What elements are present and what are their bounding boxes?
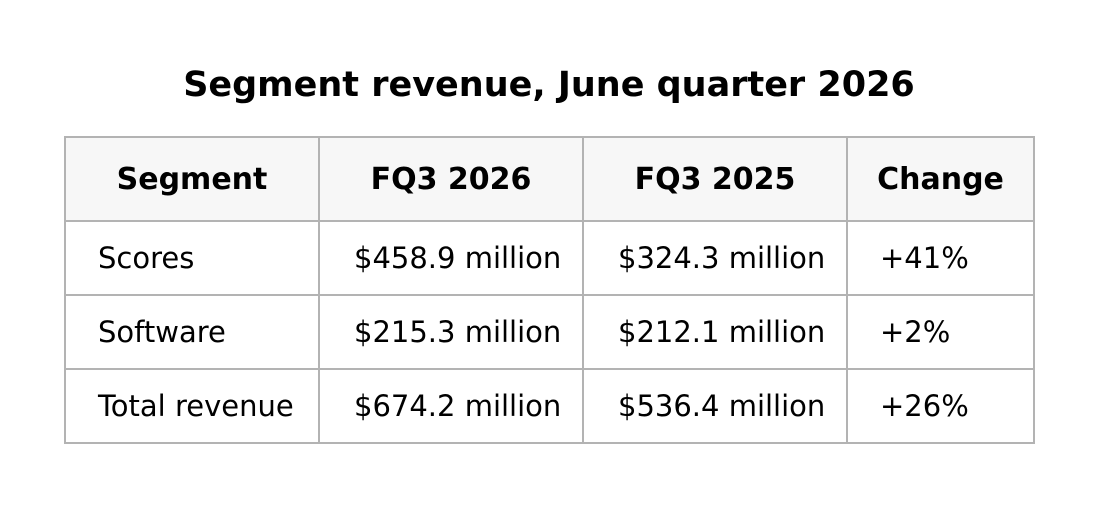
page-title: Segment revenue, June quarter 2026 xyxy=(183,65,915,105)
change-cell: +41% xyxy=(846,220,1035,296)
table-header-row: Segment FQ3 2026 FQ3 2025 Change xyxy=(64,136,1035,222)
segment-revenue-table: Segment FQ3 2026 FQ3 2025 Change Scores … xyxy=(64,136,1035,444)
change-cell: +2% xyxy=(846,294,1035,370)
column-header-fq3-2025: FQ3 2025 xyxy=(582,136,848,222)
fq3-2025-cell: $536.4 million xyxy=(582,368,848,444)
segment-cell: Scores xyxy=(64,220,320,296)
fq3-2025-cell: $324.3 million xyxy=(582,220,848,296)
column-header-change: Change xyxy=(846,136,1035,222)
table-row: Scores $458.9 million $324.3 million +41… xyxy=(64,220,1035,296)
change-cell: +26% xyxy=(846,368,1035,444)
fq3-2026-cell: $215.3 million xyxy=(318,294,584,370)
segment-cell: Total revenue xyxy=(64,368,320,444)
segment-cell: Software xyxy=(64,294,320,370)
fq3-2025-cell: $212.1 million xyxy=(582,294,848,370)
column-header-segment: Segment xyxy=(64,136,320,222)
table-row: Total revenue $674.2 million $536.4 mill… xyxy=(64,368,1035,444)
column-header-fq3-2026: FQ3 2026 xyxy=(318,136,584,222)
fq3-2026-cell: $674.2 million xyxy=(318,368,584,444)
fq3-2026-cell: $458.9 million xyxy=(318,220,584,296)
table-row: Software $215.3 million $212.1 million +… xyxy=(64,294,1035,370)
